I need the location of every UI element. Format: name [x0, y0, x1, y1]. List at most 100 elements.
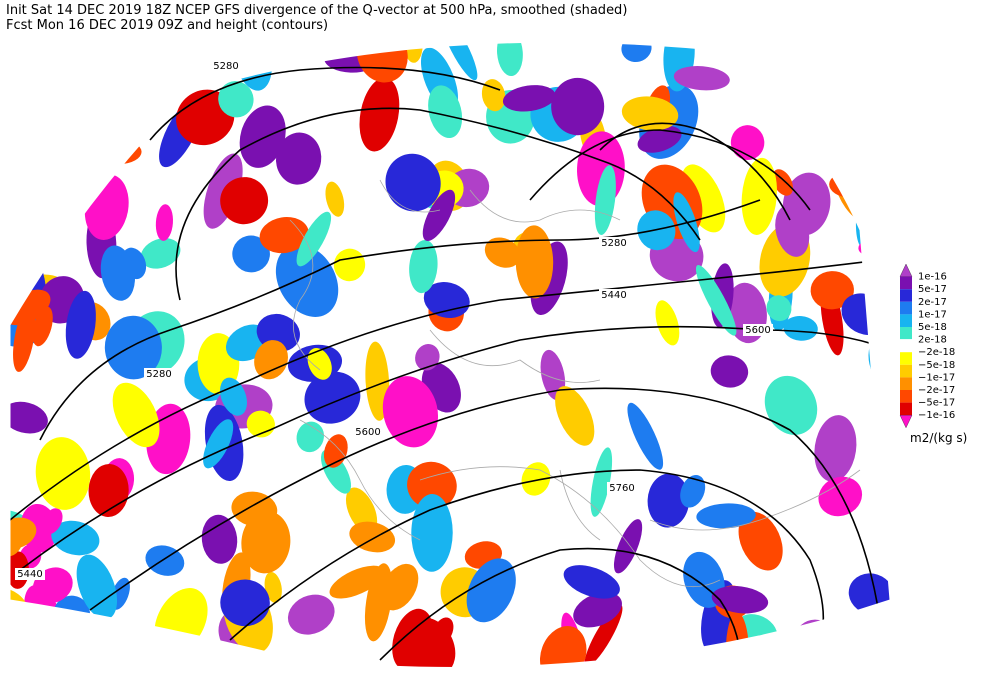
shade-cell — [76, 554, 118, 620]
shade-cell — [613, 519, 643, 574]
shade-cell — [806, 42, 845, 92]
contour-label: 5280 — [601, 238, 626, 249]
contour-label-bg — [743, 324, 773, 336]
shade-cell — [710, 355, 749, 388]
shade-cell — [10, 123, 38, 168]
shade-cell — [766, 295, 792, 322]
colorbar-label: −5e-17 — [918, 398, 955, 409]
shade-cell — [100, 245, 135, 301]
shade-cell — [307, 347, 332, 380]
shade-cell — [428, 85, 463, 138]
shade-cell — [466, 558, 516, 623]
shade-cell — [810, 271, 854, 310]
shade-cell — [104, 315, 162, 380]
shade-cell — [637, 125, 682, 153]
shade-cell — [264, 571, 282, 603]
shade-cell — [540, 349, 566, 401]
shade-cell — [696, 503, 756, 529]
colorbar-swatch — [900, 289, 912, 302]
shade-cell — [359, 77, 400, 152]
shade-cell — [287, 594, 335, 635]
shade-cell — [775, 205, 810, 257]
shade-cell — [10, 210, 40, 272]
shade-cell — [82, 124, 112, 152]
shade-cell — [409, 239, 438, 294]
colorbar-label: −1e-17 — [918, 372, 955, 383]
shade-cell — [296, 421, 324, 453]
shade-cell — [259, 217, 309, 254]
contours — [10, 66, 890, 661]
shade-cell — [220, 177, 269, 225]
shade-cell — [818, 476, 863, 517]
colorbar-label: −2e-17 — [918, 385, 955, 396]
shade-cell — [573, 592, 622, 628]
shade-cell — [695, 264, 737, 336]
contour-label-bg — [353, 426, 383, 438]
shade-cell — [563, 565, 620, 599]
contour-labels: 5280 5280 5280 5440 5600 5600 5760 5440 — [15, 60, 773, 580]
shade-cell — [584, 604, 623, 667]
shade-cell — [10, 521, 24, 557]
shade-cell — [673, 65, 730, 91]
colorbar-swatch — [899, 339, 913, 353]
shade-cell — [776, 42, 825, 97]
header-line1: Init Sat 14 DEC 2019 18Z NCEP GFS diverg… — [6, 3, 627, 18]
shade-cell — [10, 401, 48, 434]
shade-cell — [814, 415, 857, 482]
shade-cell — [484, 237, 521, 268]
shade-cell — [51, 520, 100, 556]
shade-cell — [415, 344, 440, 371]
shade-cell — [382, 376, 439, 448]
contour-label: 5440 — [601, 290, 626, 301]
shade-cell — [18, 135, 53, 184]
shade-cell — [551, 77, 605, 136]
colorbar-label: 1e-17 — [918, 309, 947, 320]
shade-cell — [10, 209, 40, 255]
shade-cell — [594, 165, 616, 235]
shade-cell — [45, 84, 74, 151]
shade-cell — [275, 132, 322, 185]
shade-cell — [423, 282, 470, 319]
shade-cell — [515, 225, 554, 299]
shade-cell — [365, 341, 390, 421]
shade-cell — [655, 300, 680, 346]
colorbar-arrow — [899, 263, 913, 277]
shade-cell — [680, 475, 706, 508]
shade-cell — [231, 491, 278, 527]
header-line2: Fcst Mon 16 DEC 2019 09Z and height (con… — [6, 18, 328, 33]
shade-cell — [521, 462, 551, 496]
shade-cell — [155, 204, 173, 241]
shade-cell — [738, 511, 783, 571]
shade-cell — [440, 42, 478, 81]
shade-cell — [497, 42, 523, 77]
colorbar-label: −5e-18 — [918, 360, 955, 371]
shade-cell — [539, 625, 587, 668]
shade-cell — [325, 181, 345, 217]
contour-label-bg — [211, 60, 241, 72]
shade-cell — [837, 79, 861, 112]
colorbar-units: m2/(kg s) — [910, 431, 967, 445]
colorbar-arrow — [899, 415, 913, 429]
shade-cell — [555, 386, 595, 446]
contour-label-bg — [144, 368, 174, 380]
contour-label: 5600 — [745, 325, 770, 336]
shade-cell — [40, 131, 83, 180]
colorbar-swatch — [900, 327, 912, 340]
shade-cell — [32, 306, 53, 347]
colorbar-label: 2e-18 — [918, 335, 947, 346]
colorbar-label: −1e-16 — [918, 410, 955, 421]
shade-cell — [304, 371, 361, 424]
shade-cell — [35, 437, 91, 510]
shade-cell — [220, 579, 270, 627]
contour-label-bg — [15, 568, 45, 580]
shade-cell — [621, 96, 679, 131]
contour-label: 5600 — [355, 427, 380, 438]
shade-cell — [590, 447, 613, 517]
shade-cell — [239, 105, 286, 168]
shade-cell — [385, 153, 441, 212]
shade-cell — [711, 585, 769, 614]
shade-cell — [254, 340, 288, 380]
shade-cell — [220, 377, 247, 416]
shade-cell — [112, 382, 160, 448]
